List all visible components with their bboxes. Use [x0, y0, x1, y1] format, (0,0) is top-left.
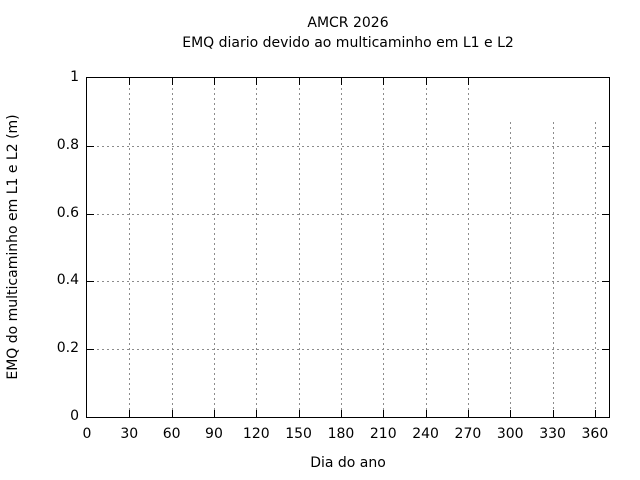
y-gridline — [87, 213, 609, 215]
y-tick-mark — [87, 281, 94, 283]
x-tick-mark — [129, 78, 131, 85]
chart-title: AMCR 2026 — [307, 15, 389, 31]
x-tick-label: 360 — [581, 426, 609, 442]
x-tick-mark — [213, 78, 215, 85]
x-tick-mark — [340, 410, 342, 417]
x-gridline — [425, 78, 427, 417]
x-tick-label: 210 — [369, 426, 397, 442]
x-tick-mark — [510, 410, 512, 417]
x-gridline — [340, 78, 342, 417]
y-tick-mark — [602, 145, 609, 147]
x-tick-mark — [213, 410, 215, 417]
x-gridline — [467, 78, 469, 417]
x-gridline — [594, 122, 596, 417]
x-tick-mark — [552, 410, 554, 417]
x-tick-mark — [256, 78, 258, 85]
x-tick-label: 240 — [412, 426, 439, 442]
x-gridline — [510, 122, 512, 417]
x-tick-mark — [340, 78, 342, 85]
y-tick-mark — [87, 213, 94, 215]
x-tick-mark — [256, 410, 258, 417]
title-block: AMCR 2026 EMQ diario devido ao multicami… — [86, 13, 610, 53]
x-tick-mark — [467, 410, 469, 417]
x-tick-mark — [298, 78, 300, 85]
x-tick-mark — [129, 410, 131, 417]
x-tick-label: 300 — [496, 426, 524, 442]
legend-blank-area — [485, 78, 609, 122]
y-tick-mark — [602, 349, 609, 351]
x-tick-mark — [383, 410, 385, 417]
x-tick-label: 30 — [120, 426, 139, 442]
x-tick-label: 270 — [454, 426, 482, 442]
x-tick-mark — [171, 410, 173, 417]
y-axis-label: EMQ do multicaminho em L1 e L2 (m) — [5, 114, 21, 380]
x-tick-mark — [171, 78, 173, 85]
y-tick-label: 0.8 — [56, 136, 79, 153]
y-tick-label: 0.4 — [56, 272, 79, 289]
y-tick-label: 0.2 — [56, 340, 79, 357]
y-tick-label: 0 — [70, 408, 79, 424]
x-tick-mark — [594, 410, 596, 417]
y-tick-mark — [602, 213, 609, 215]
x-tick-label: 180 — [327, 426, 355, 442]
y-gridline — [87, 281, 609, 283]
y-tick-label: 1 — [70, 69, 79, 85]
x-gridline — [213, 78, 215, 417]
x-tick-mark — [383, 78, 385, 85]
x-gridline — [552, 122, 554, 417]
x-tick-label: 330 — [539, 426, 566, 442]
x-gridline — [298, 78, 300, 417]
y-tick-mark — [602, 281, 609, 283]
x-tick-label: 90 — [205, 426, 223, 442]
x-axis-label: Dia do ano — [310, 455, 386, 471]
chart-subtitle: EMQ diario devido ao multicaminho em L1 … — [182, 35, 514, 51]
x-tick-label: 0 — [82, 426, 92, 442]
x-tick-label: 120 — [242, 426, 270, 442]
x-gridline — [383, 78, 385, 417]
x-tick-mark — [298, 410, 300, 417]
plot-area — [86, 77, 610, 418]
y-tick-label: 0.6 — [56, 204, 79, 221]
x-gridline — [256, 78, 258, 417]
x-tick-label: 60 — [162, 426, 181, 442]
y-tick-mark — [87, 349, 94, 351]
x-gridline — [129, 78, 131, 417]
x-tick-mark — [425, 78, 427, 85]
y-gridline — [87, 349, 609, 351]
y-tick-mark — [87, 145, 94, 147]
x-tick-mark — [425, 410, 427, 417]
y-gridline — [87, 145, 609, 147]
x-tick-mark — [467, 78, 469, 85]
x-gridline — [171, 78, 173, 417]
x-tick-label: 150 — [285, 426, 312, 442]
